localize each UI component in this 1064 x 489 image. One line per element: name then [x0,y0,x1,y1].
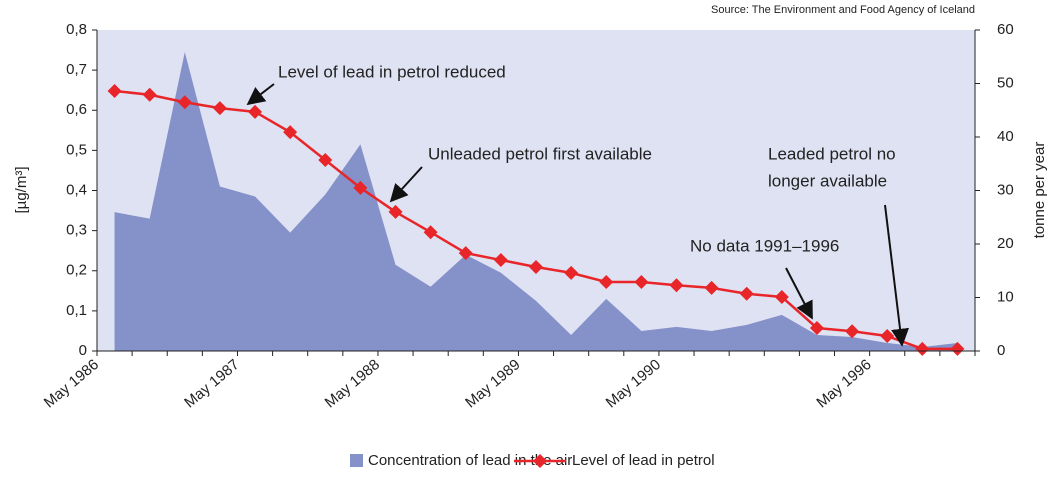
x-tick-label: May 1986 [41,356,102,411]
x-tick-label: May 1996 [813,356,874,411]
annotation: No data 1991–1996 [690,236,839,255]
y2-tick-label: 30 [997,181,1014,198]
annotation: Unleaded petrol first available [428,144,652,163]
marker [529,260,543,275]
marker [318,153,333,168]
y-tick-label: 0,8 [66,21,87,38]
annotation-arrow [785,267,813,320]
annotation: Leaded petrol no [768,144,896,163]
y-tick-label: 0,6 [66,101,87,118]
marker [283,125,298,140]
y2-tick-label: 50 [997,74,1014,91]
marker [388,204,403,219]
x-tick-label: May 1987 [181,356,242,411]
marker [248,104,263,119]
annotations: Level of lead in petrol reduced Unleaded… [246,62,909,347]
marker [177,95,192,110]
marker [809,320,824,335]
y2-tick-label: 10 [997,288,1014,305]
marker [493,253,508,268]
annotation: longer available [768,171,887,190]
marker [845,324,860,339]
y-tick-label: 0 [79,342,87,359]
y-tick-label: 0,1 [66,302,87,319]
marker [950,341,965,356]
legend-swatch [350,454,363,467]
marker [353,180,368,195]
legend-swatch [533,454,547,468]
y-tick-label: 0,4 [66,181,87,198]
marker [880,329,895,344]
annotation-arrow [389,166,423,203]
legend-label: Concentration of lead in the air [368,452,572,469]
y-tick-label: 0,5 [66,141,87,158]
annotation-arrow [246,83,275,106]
marker [704,280,719,295]
x-tick-label: May 1988 [322,356,383,411]
marker [739,286,754,301]
legend-label: Level of lead in petrol [572,452,715,469]
y-tick-label: 0,7 [66,61,87,78]
area [114,52,958,351]
marker [212,101,227,116]
x-tick-label: May 1989 [462,356,523,411]
x-tick-label: May 1990 [603,356,664,411]
marker [774,289,789,304]
marker [669,278,684,293]
y-tick-label: 0,2 [66,262,87,279]
annotation: Level of lead in petrol reduced [278,62,506,81]
marker [142,87,157,102]
marker [599,274,614,289]
legend: Concentration of lead in the air Level of… [350,452,715,469]
y2-tick-label: 60 [997,21,1014,38]
marker [634,274,649,289]
annotation-arrow [884,204,909,347]
marker [915,341,930,356]
y-axis-title: [µg/m³] [13,167,30,214]
source: Source: The Environment and Food Agency … [711,4,975,16]
y-tick-label: 0,3 [66,222,87,239]
marker [458,246,473,261]
y2-tick-label: 40 [997,128,1014,145]
marker [564,265,579,280]
y2-tick-label: 0 [997,342,1005,359]
y2-tick-label: 20 [997,235,1014,252]
marker [107,83,122,98]
marker [423,225,438,240]
y2-axis-title: tonne per year [1031,142,1048,239]
